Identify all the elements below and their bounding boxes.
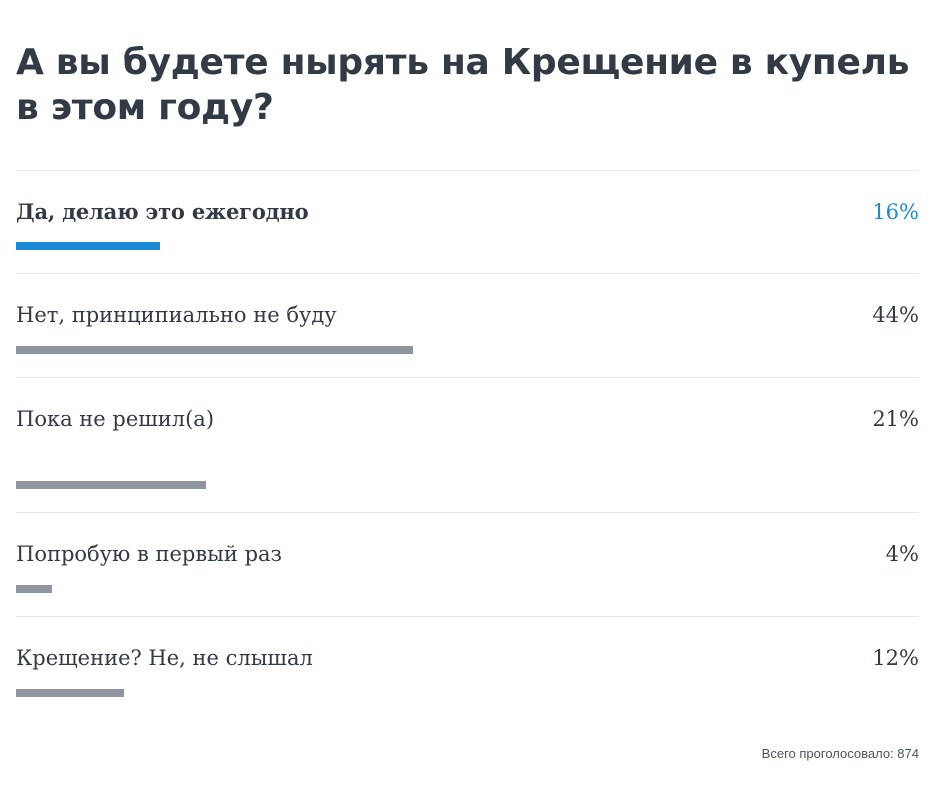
total-votes: Всего проголосовало: 874 xyxy=(762,746,919,762)
option-result-bar xyxy=(16,346,413,354)
option-result-bar xyxy=(16,585,52,593)
poll-option-yearly[interactable]: Да, делаю это ежегодно 16% xyxy=(16,170,919,273)
option-label: Пока не решил(а) xyxy=(16,407,215,431)
option-percent: 21% xyxy=(872,407,919,431)
option-label: Попробую в первый раз xyxy=(16,542,282,566)
option-label: Нет, принципиально не буду xyxy=(16,303,337,327)
option-result-bar xyxy=(16,242,160,250)
option-label: Да, делаю это ежегодно xyxy=(16,199,309,224)
total-votes-label: Всего проголосовало: xyxy=(761,746,894,761)
poll-option-undecided[interactable]: Пока не решил(а) 21% xyxy=(16,377,919,512)
option-result-bar xyxy=(16,689,124,697)
option-percent: 44% xyxy=(872,303,919,327)
poll-option-first-time[interactable]: Попробую в первый раз 4% xyxy=(16,512,919,616)
poll-option-never[interactable]: Нет, принципиально не буду 44% xyxy=(16,273,919,377)
option-percent: 16% xyxy=(872,200,919,224)
total-votes-count: 874 xyxy=(897,746,919,761)
option-result-bar xyxy=(16,481,206,489)
option-label: Крещение? Не, не слышал xyxy=(16,646,313,670)
option-percent: 12% xyxy=(872,646,919,670)
option-percent: 4% xyxy=(885,542,919,566)
poll-title: А вы будете нырять на Крещение в купель … xyxy=(16,42,910,128)
poll-option-never-heard[interactable]: Крещение? Не, не слышал 12% xyxy=(16,616,919,720)
poll-options: Да, делаю это ежегодно 16% Нет, принципи… xyxy=(16,170,919,720)
